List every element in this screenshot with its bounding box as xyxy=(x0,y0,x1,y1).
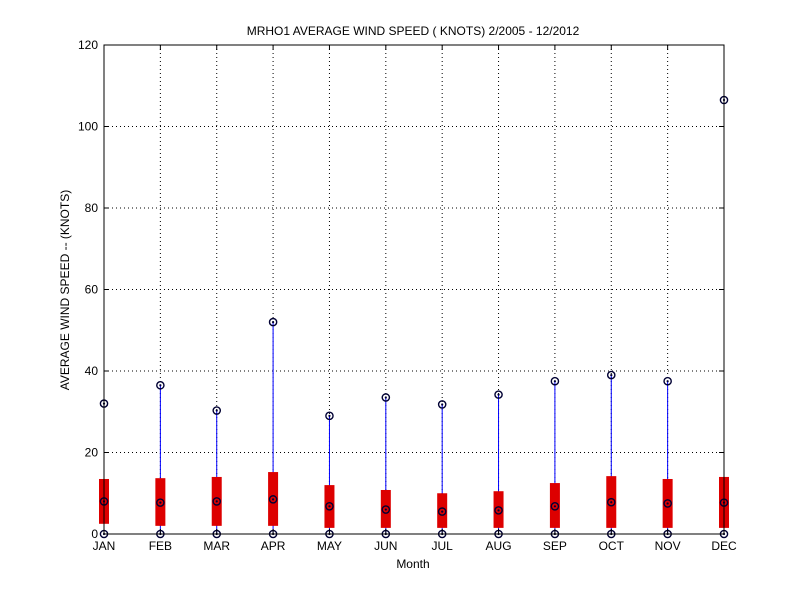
median-marker-dot xyxy=(610,501,613,504)
max-marker-dot xyxy=(328,414,331,417)
median-marker xyxy=(437,507,447,516)
y-tick-label: 80 xyxy=(85,201,99,215)
grid-lines xyxy=(104,45,724,534)
x-tick-label: MAR xyxy=(203,539,230,553)
median-marker-dot xyxy=(215,500,218,503)
axis-ticks: 0 20 40 60 80 100 120 JAN FEB MAR APR MAY JUN JUL AUG S… xyxy=(78,38,737,553)
max-marker xyxy=(325,411,334,421)
max-marker xyxy=(381,393,391,402)
median-marker-dot xyxy=(271,498,275,501)
median-marker xyxy=(606,497,616,507)
box-marks xyxy=(99,95,729,539)
max-marker xyxy=(437,400,447,409)
x-tick-label: FEB xyxy=(149,539,172,553)
max-marker xyxy=(606,370,616,380)
max-marker xyxy=(550,376,560,386)
median-marker xyxy=(268,495,278,504)
median-marker xyxy=(381,505,391,514)
max-marker-dot xyxy=(553,380,557,383)
max-marker-dot xyxy=(666,380,669,383)
y-tick-label: 20 xyxy=(85,446,99,460)
x-tick-label: NOV xyxy=(655,539,681,553)
x-tick-label: APR xyxy=(261,539,286,553)
median-marker xyxy=(550,501,560,511)
median-marker xyxy=(494,506,503,515)
x-tick-label: MAY xyxy=(317,539,342,553)
max-marker xyxy=(156,380,165,390)
y-tick-label: 0 xyxy=(91,527,98,541)
median-marker-dot xyxy=(384,508,387,511)
median-marker-dot xyxy=(497,509,500,512)
median-marker-dot xyxy=(553,505,557,508)
median-marker xyxy=(325,501,334,511)
median-marker-dot xyxy=(441,510,444,513)
y-tick-label: 40 xyxy=(85,364,99,378)
max-marker xyxy=(212,406,222,415)
x-tick-label: SEP xyxy=(543,539,567,553)
median-marker-dot xyxy=(666,502,669,505)
max-marker-dot xyxy=(159,384,162,387)
x-tick-label: DEC xyxy=(711,539,737,553)
chart-title: MRHO1 AVERAGE WIND SPEED ( KNOTS) 2/2005… xyxy=(247,24,580,38)
y-tick-label: 100 xyxy=(78,120,98,134)
max-marker xyxy=(268,317,278,327)
x-axis-label: Month xyxy=(396,557,429,571)
max-marker-dot xyxy=(497,393,500,396)
x-tick-label: JUN xyxy=(374,539,397,553)
max-marker-dot xyxy=(610,373,613,377)
median-marker xyxy=(156,498,165,507)
median-marker xyxy=(663,499,672,508)
max-marker xyxy=(494,390,503,399)
max-marker-dot xyxy=(271,321,275,324)
median-marker-dot xyxy=(328,505,331,508)
max-marker xyxy=(663,376,672,386)
median-marker xyxy=(212,497,222,506)
x-tick-label: JUL xyxy=(432,539,454,553)
max-marker-dot xyxy=(215,409,218,412)
y-tick-label: 120 xyxy=(78,38,98,52)
x-tick-label: OCT xyxy=(599,539,625,553)
max-marker-dot xyxy=(384,396,387,399)
max-marker-dot xyxy=(441,403,444,406)
y-tick-label: 60 xyxy=(85,283,99,297)
x-tick-label: JAN xyxy=(93,539,116,553)
median-marker-dot xyxy=(159,501,162,504)
y-axis-label: AVERAGE WIND SPEED -- (KNOTS) xyxy=(58,190,72,390)
x-tick-label: AUG xyxy=(486,539,512,553)
